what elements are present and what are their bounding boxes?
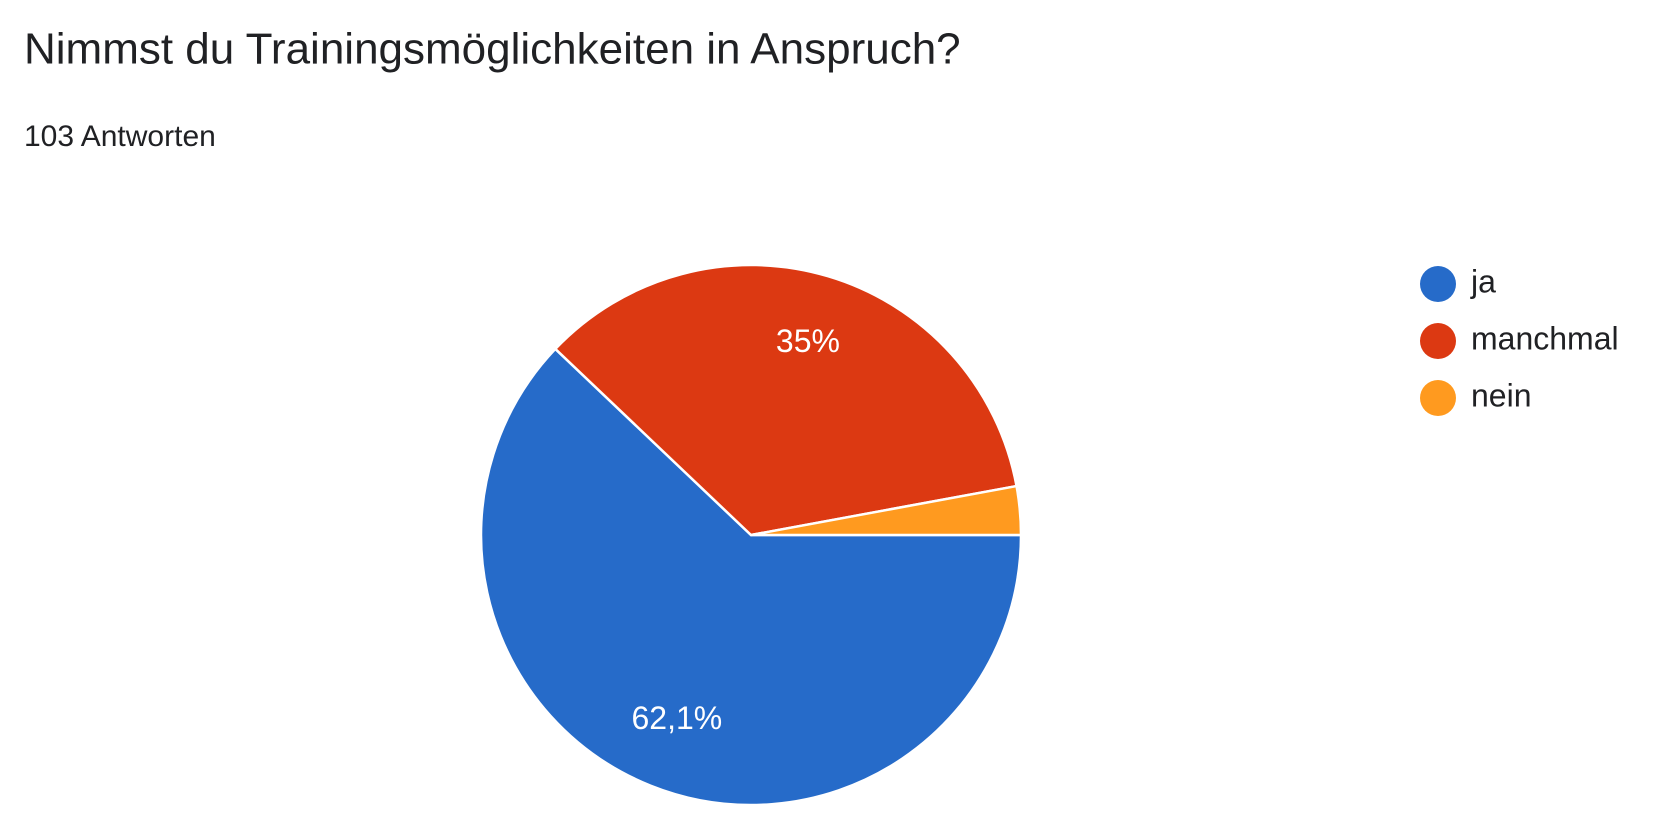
- legend-swatch: [1420, 380, 1456, 416]
- pie-slice: [750, 484, 1023, 537]
- legend-label: ja: [1470, 263, 1496, 299]
- chart-title: Nimmst du Trainingsmöglichkeiten in Ansp…: [24, 25, 961, 74]
- legend-swatch: [1420, 323, 1456, 359]
- legend-label: nein: [1471, 377, 1532, 413]
- chart-subtitle: 103 Antworten: [24, 120, 216, 153]
- slice-label: 62,1%: [631, 700, 722, 736]
- pie-slice: [479, 347, 1023, 807]
- slice-label: 35%: [776, 323, 840, 359]
- legend-label: manchmal: [1471, 320, 1619, 356]
- pie-slice: [553, 263, 1018, 537]
- legend-swatch: [1420, 266, 1456, 302]
